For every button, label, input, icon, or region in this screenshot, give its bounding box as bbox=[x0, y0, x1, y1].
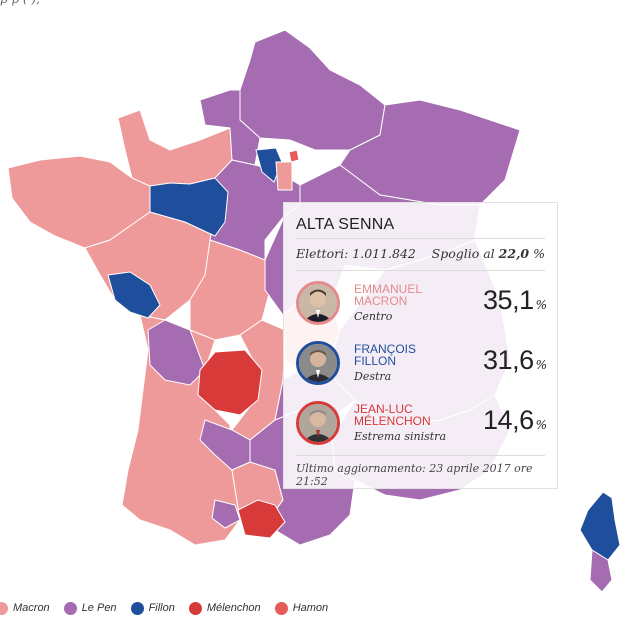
legend-swatch bbox=[188, 601, 202, 615]
region-ariege[interactable] bbox=[237, 499, 286, 539]
candidate-last-name: MACRON bbox=[354, 294, 408, 308]
region-paris-ring[interactable] bbox=[275, 161, 293, 191]
candidate-percent: 31,6% bbox=[483, 345, 547, 376]
legend-item-lepen[interactable]: Le Pen bbox=[63, 601, 117, 615]
candidate-row-macron: EMMANUEL MACRON Centro 35,1% bbox=[296, 281, 547, 333]
counted-label: Spoglio al bbox=[431, 246, 495, 261]
candidate-row-fillon: FRANÇOIS FILLON Destra 31,6% bbox=[296, 341, 547, 393]
legend-swatch bbox=[130, 601, 144, 615]
electors-value: 1.011.842 bbox=[352, 246, 416, 261]
electors-info: Elettori: 1.011.842 bbox=[296, 246, 416, 261]
percent-unit: % bbox=[535, 358, 547, 372]
tooltip-divider bbox=[296, 270, 545, 271]
legend-item-fillon[interactable]: Fillon bbox=[130, 601, 175, 615]
candidate-party: Centro bbox=[354, 310, 393, 323]
candidate-first-name: EMMANUEL bbox=[354, 282, 423, 296]
legend-swatch bbox=[0, 601, 8, 615]
candidate-first-name: JEAN-LUC bbox=[354, 402, 413, 416]
region-southwest[interactable] bbox=[121, 314, 241, 546]
counted-unit: % bbox=[533, 246, 545, 261]
legend-swatch bbox=[63, 601, 77, 615]
candidate-avatar bbox=[296, 281, 340, 325]
region-corsica-north[interactable] bbox=[579, 491, 621, 561]
candidate-percent: 35,1% bbox=[483, 285, 547, 316]
legend-item-melenchon[interactable]: Mélenchon bbox=[188, 601, 261, 615]
tooltip-divider bbox=[296, 455, 545, 456]
legend-label: Mélenchon bbox=[206, 602, 261, 614]
map-legend: Macron Le Pen Fillon Mélenchon Hamon bbox=[0, 600, 342, 616]
cropped-header-text: p p ( ), bbox=[0, 0, 420, 8]
counted-value: 22,0 bbox=[498, 246, 530, 261]
candidate-party: Estrema sinistra bbox=[354, 430, 446, 443]
legend-label: Le Pen bbox=[81, 602, 117, 614]
tooltip-divider bbox=[296, 238, 545, 239]
candidate-name: FRANÇOIS FILLON bbox=[354, 343, 464, 367]
legend-label: Macron bbox=[13, 602, 50, 614]
percent-value: 31,6 bbox=[483, 345, 534, 375]
candidate-row-melenchon: JEAN-LUC MÉLENCHON Estrema sinistra 14,6… bbox=[296, 401, 547, 453]
department-tooltip: ALTA SENNA Elettori: 1.011.842 Spoglio a… bbox=[283, 202, 558, 489]
region-corsica-south[interactable] bbox=[589, 549, 613, 593]
legend-label: Fillon bbox=[148, 602, 175, 614]
region-hauts-de-france[interactable] bbox=[239, 29, 386, 151]
counted-info: Spoglio al 22,0 % bbox=[432, 246, 545, 261]
candidate-last-name: FILLON bbox=[354, 354, 397, 368]
candidate-name: JEAN-LUC MÉLENCHON bbox=[354, 403, 464, 427]
region-vendee[interactable] bbox=[107, 271, 161, 319]
candidate-party: Destra bbox=[354, 370, 392, 383]
legend-swatch bbox=[274, 601, 288, 615]
candidate-avatar bbox=[296, 401, 340, 445]
region-haute-vienne[interactable] bbox=[197, 349, 263, 416]
percent-unit: % bbox=[535, 298, 547, 312]
electors-label: Elettori: bbox=[296, 246, 349, 261]
percent-unit: % bbox=[535, 418, 547, 432]
percent-value: 14,6 bbox=[483, 405, 534, 435]
region-seine-saint-denis[interactable] bbox=[288, 149, 300, 163]
region-hautes-pyrenees[interactable] bbox=[211, 499, 241, 529]
legend-label: Hamon bbox=[292, 602, 329, 614]
last-updated: Ultimo aggiornamento: 23 aprile 2017 ore… bbox=[296, 462, 533, 488]
percent-value: 35,1 bbox=[483, 285, 534, 315]
candidate-name: EMMANUEL MACRON bbox=[354, 283, 464, 307]
region-mayenne-sarthe[interactable] bbox=[149, 177, 229, 237]
tooltip-title: ALTA SENNA bbox=[296, 216, 395, 233]
region-aveyron-purple[interactable] bbox=[199, 419, 251, 471]
candidate-percent: 14,6% bbox=[483, 405, 547, 436]
legend-item-hamon[interactable]: Hamon bbox=[274, 601, 329, 615]
candidate-last-name: MÉLENCHON bbox=[354, 414, 431, 428]
region-poitou-purple[interactable] bbox=[147, 319, 206, 386]
candidate-first-name: FRANÇOIS bbox=[354, 342, 417, 356]
legend-item-macron[interactable]: Macron bbox=[0, 601, 50, 615]
candidate-avatar bbox=[296, 341, 340, 385]
